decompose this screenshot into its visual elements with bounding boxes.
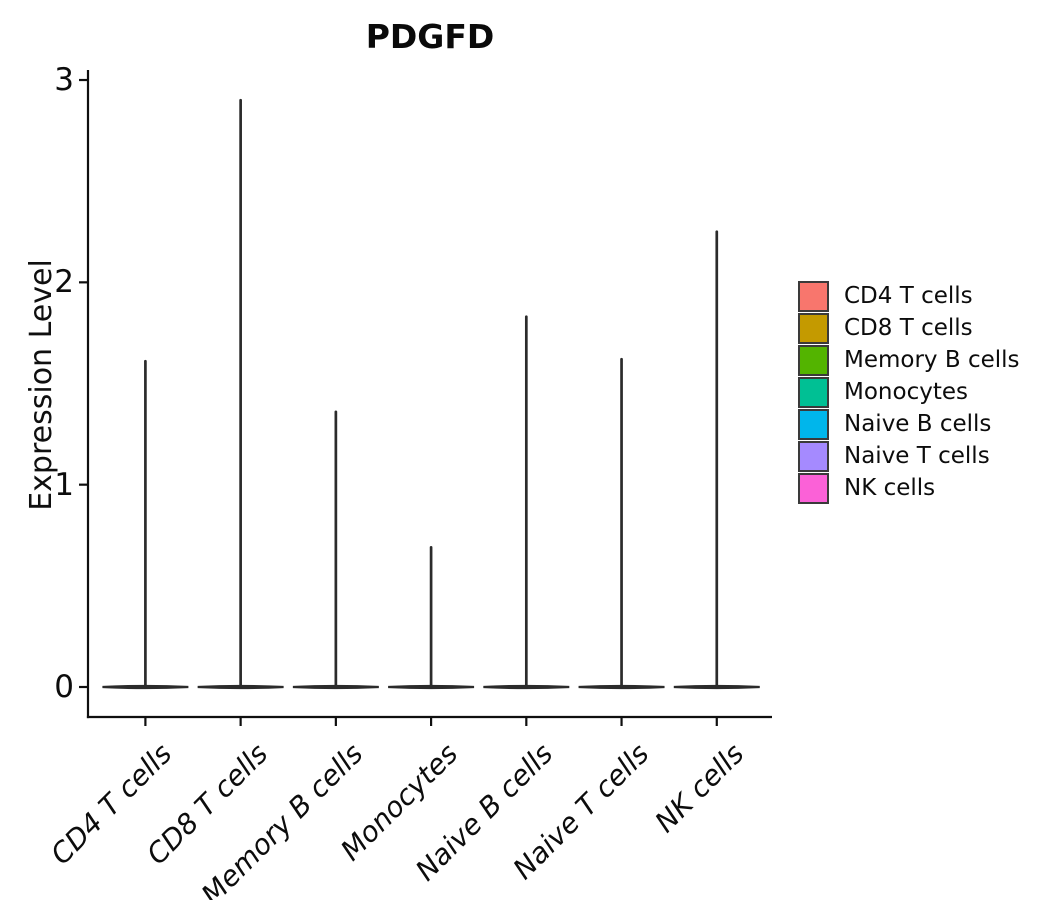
legend-color-swatch	[798, 472, 829, 504]
legend-item-label: Monocytes	[844, 379, 968, 405]
y-tick-label: 1	[54, 466, 74, 503]
legend-item: CD8 T cells	[798, 312, 1020, 344]
y-tick-label: 0	[54, 669, 74, 705]
legend-item-label: Naive B cells	[844, 411, 992, 437]
y-tick-label: 2	[54, 264, 74, 301]
legend-item-label: NK cells	[844, 475, 936, 501]
legend-color-swatch	[798, 376, 829, 408]
legend-color-swatch	[798, 344, 829, 376]
legend-item-label: CD8 T cells	[844, 315, 973, 341]
legend-color-swatch	[798, 312, 829, 344]
legend-item: Naive B cells	[798, 408, 1020, 440]
legend-item-label: Memory B cells	[844, 347, 1020, 373]
legend-item: NK cells	[798, 472, 1020, 504]
legend-color-swatch	[798, 440, 829, 472]
legend-item: Naive T cells	[798, 440, 1020, 472]
chart-title: PDGFD	[365, 17, 495, 56]
legend-item-label: CD4 T cells	[844, 283, 973, 309]
y-tick-label: 3	[54, 62, 74, 98]
legend-item-label: Naive T cells	[844, 443, 990, 469]
legend-item: CD4 T cells	[798, 280, 1020, 312]
legend-item: Memory B cells	[798, 344, 1020, 376]
legend: CD4 T cells CD8 T cells Memory B cells Mono…	[798, 280, 1020, 504]
legend-color-swatch	[798, 280, 829, 312]
legend-item: Monocytes	[798, 376, 1020, 408]
legend-color-swatch	[798, 408, 829, 440]
